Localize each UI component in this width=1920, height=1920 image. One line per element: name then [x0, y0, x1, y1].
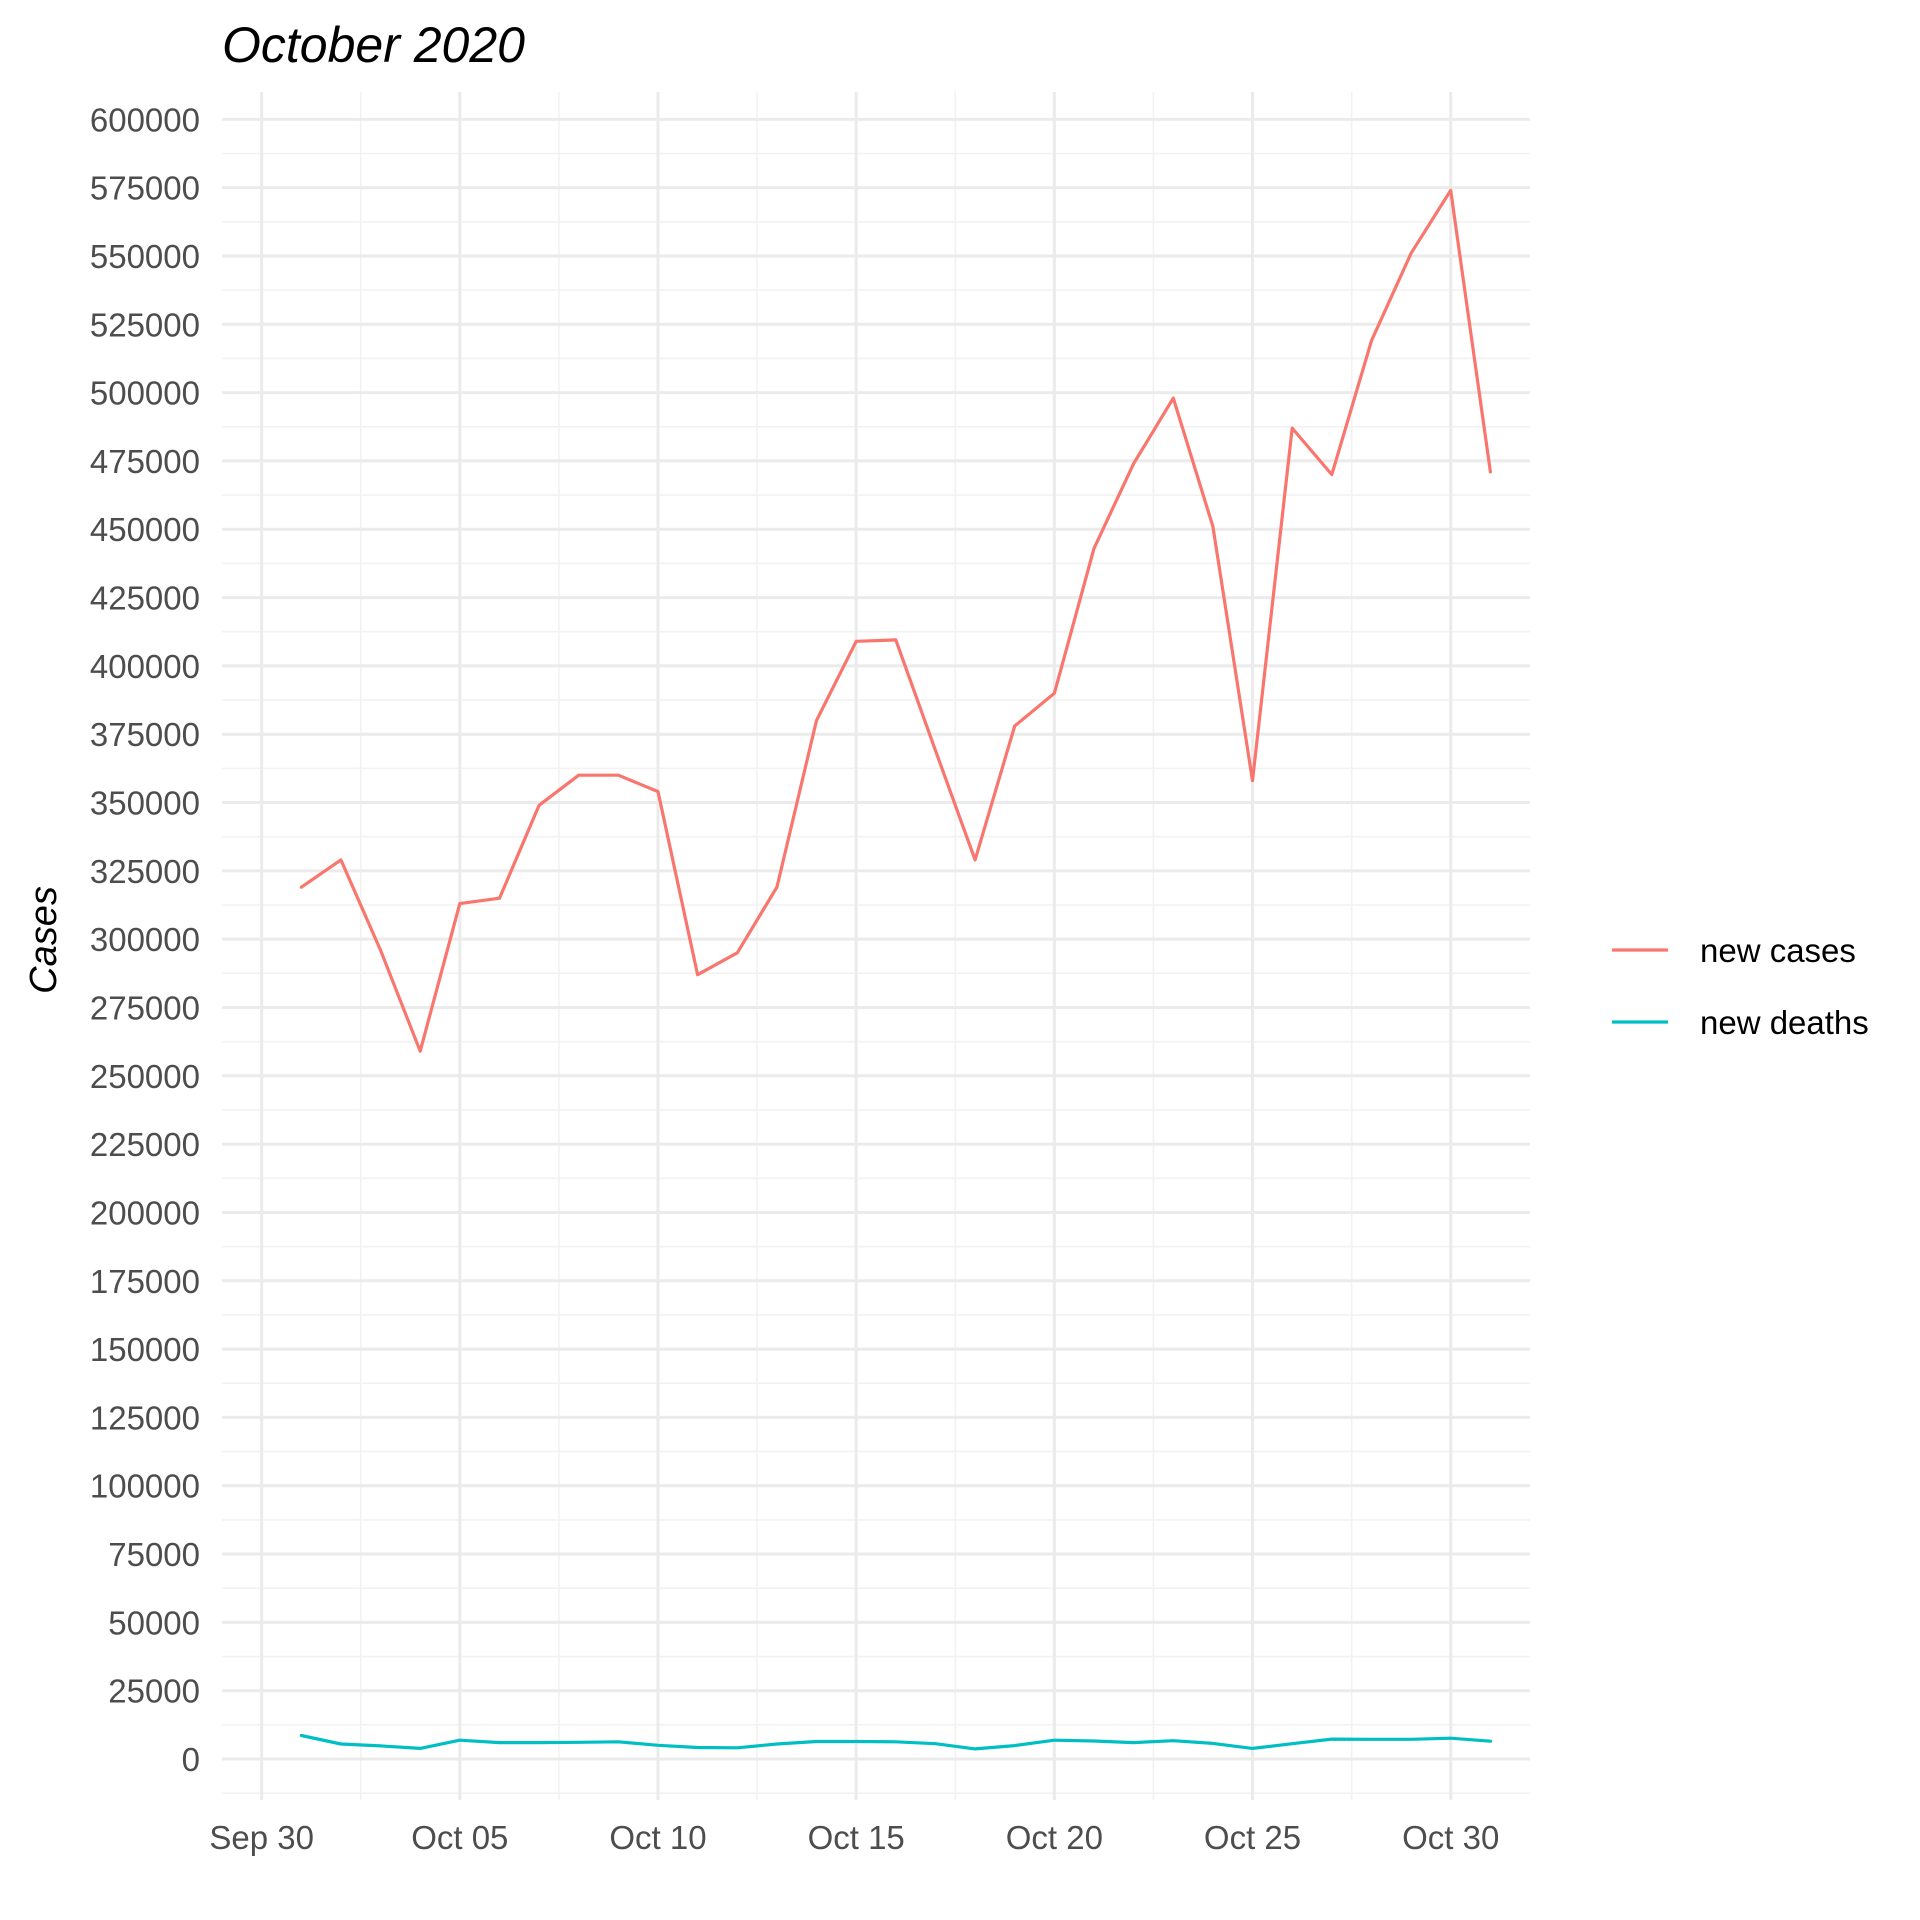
y-tick-label: 575000 — [90, 170, 200, 207]
y-tick-label: 550000 — [90, 238, 200, 275]
y-tick-label: 400000 — [90, 648, 200, 685]
y-tick-label: 450000 — [90, 511, 200, 548]
y-tick-label: 250000 — [90, 1058, 200, 1095]
legend-label: new cases — [1700, 932, 1856, 969]
y-tick-label: 50000 — [108, 1604, 200, 1641]
x-tick-label: Oct 05 — [411, 1819, 508, 1856]
y-tick-label: 0 — [182, 1741, 200, 1778]
series-line-new-deaths — [299, 1733, 1493, 1751]
x-tick-label: Oct 15 — [808, 1819, 905, 1856]
y-tick-label: 125000 — [90, 1399, 200, 1436]
x-tick-label: Oct 10 — [609, 1819, 706, 1856]
y-tick-label: 600000 — [90, 101, 200, 138]
y-tick-label: 225000 — [90, 1126, 200, 1163]
series-line-new-cases — [299, 188, 1493, 1053]
y-tick-label: 150000 — [90, 1331, 200, 1368]
y-tick-label: 175000 — [90, 1263, 200, 1300]
x-tick-labels: Sep 30 Oct 05 Oct 10 Oct 15 Oct 20 Oct 25 Oct … — [209, 1819, 1499, 1856]
y-tick-label: 75000 — [108, 1536, 200, 1573]
y-tick-label: 325000 — [90, 853, 200, 890]
minor-gridlines — [222, 92, 1530, 1800]
y-tick-label: 500000 — [90, 375, 200, 412]
y-tick-label: 375000 — [90, 716, 200, 753]
y-tick-label: 525000 — [90, 306, 200, 343]
series-lines — [299, 188, 1493, 1751]
x-tick-label: Oct 20 — [1006, 1819, 1103, 1856]
y-tick-label: 425000 — [90, 580, 200, 617]
y-tick-label: 100000 — [90, 1468, 200, 1505]
chart-title: October 2020 — [222, 17, 525, 73]
y-tick-label: 200000 — [90, 1194, 200, 1231]
legend: new cases new deaths — [1612, 932, 1869, 1041]
y-axis-label: Cases — [23, 886, 65, 994]
y-tick-label: 25000 — [108, 1673, 200, 1710]
y-tick-label: 350000 — [90, 785, 200, 822]
y-tick-labels: 0 25000 50000 75000 100000 125000 150000 175000… — [90, 101, 200, 1778]
y-tick-label: 275000 — [90, 989, 200, 1026]
x-tick-label: Oct 25 — [1204, 1819, 1301, 1856]
major-gridlines — [222, 92, 1530, 1800]
x-tick-label: Sep 30 — [209, 1819, 314, 1856]
y-tick-label: 300000 — [90, 921, 200, 958]
legend-label: new deaths — [1700, 1004, 1869, 1041]
x-tick-label: Oct 30 — [1402, 1819, 1499, 1856]
y-tick-label: 475000 — [90, 443, 200, 480]
